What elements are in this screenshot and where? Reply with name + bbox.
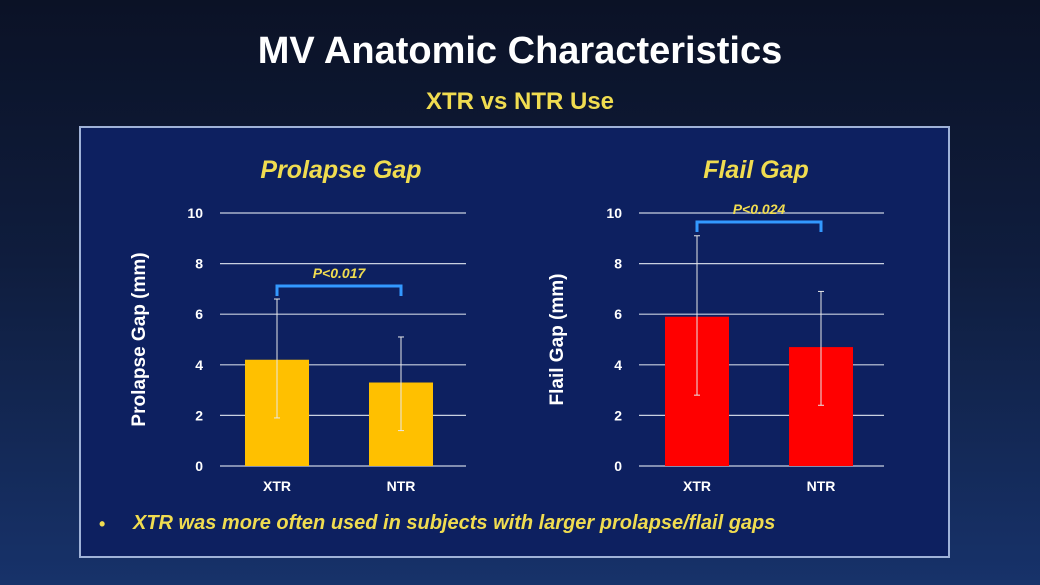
flail-chart-title: Flail Gap	[703, 156, 809, 184]
flail-x-tick-label: NTR	[807, 478, 836, 494]
chart-panel: Prolapse Gap 0 2 4 6 8 10 Prolapse Gap (mm) XTR N…	[79, 126, 950, 558]
flail-significance-bracket	[695, 220, 823, 232]
flail-gap-chart: Flail Gap 0 2 4 6 8 10 Flail Gap (mm) XTR NTR P<0.…	[547, 156, 884, 494]
charts-svg: Prolapse Gap 0 2 4 6 8 10 Prolapse Gap (mm) XTR N…	[129, 156, 884, 494]
prolapse-y-tick-label: 8	[195, 256, 203, 272]
prolapse-gap-chart: Prolapse Gap 0 2 4 6 8 10 Prolapse Gap (mm) XTR N…	[129, 156, 466, 494]
prolapse-y-axis-label: Prolapse Gap (mm)	[129, 252, 150, 426]
prolapse-y-tick-label: 6	[195, 306, 203, 322]
prolapse-y-tick-label: 0	[195, 458, 203, 474]
flail-y-tick-label: 2	[614, 407, 622, 423]
slide-subtitle: XTR vs NTR Use	[425, 88, 615, 115]
prolapse-x-tick-label: NTR	[387, 478, 416, 494]
flail-y-tick-label: 4	[614, 357, 622, 373]
bullet-text: XTR was more often used in subjects with…	[133, 512, 776, 534]
prolapse-y-tick-label: 2	[195, 407, 203, 423]
prolapse-y-tick-label: 10	[187, 205, 203, 221]
flail-y-tick-label: 8	[614, 256, 622, 272]
flail-y-tick-label: 0	[614, 458, 622, 474]
flail-y-axis-label: Flail Gap (mm)	[547, 274, 568, 406]
bullet-dot: •	[99, 514, 106, 534]
prolapse-x-tick-label: XTR	[263, 478, 291, 494]
prolapse-y-tick-label: 4	[195, 357, 203, 373]
prolapse-significance-bracket	[275, 284, 403, 296]
flail-p-value-label: P<0.024	[733, 201, 786, 217]
slide-title: MV Anatomic Characteristics	[257, 30, 783, 72]
prolapse-chart-title: Prolapse Gap	[260, 156, 421, 184]
flail-y-tick-label: 6	[614, 306, 622, 322]
prolapse-p-value-label: P<0.017	[313, 265, 367, 281]
flail-x-tick-label: XTR	[683, 478, 711, 494]
flail-y-tick-label: 10	[606, 205, 622, 221]
